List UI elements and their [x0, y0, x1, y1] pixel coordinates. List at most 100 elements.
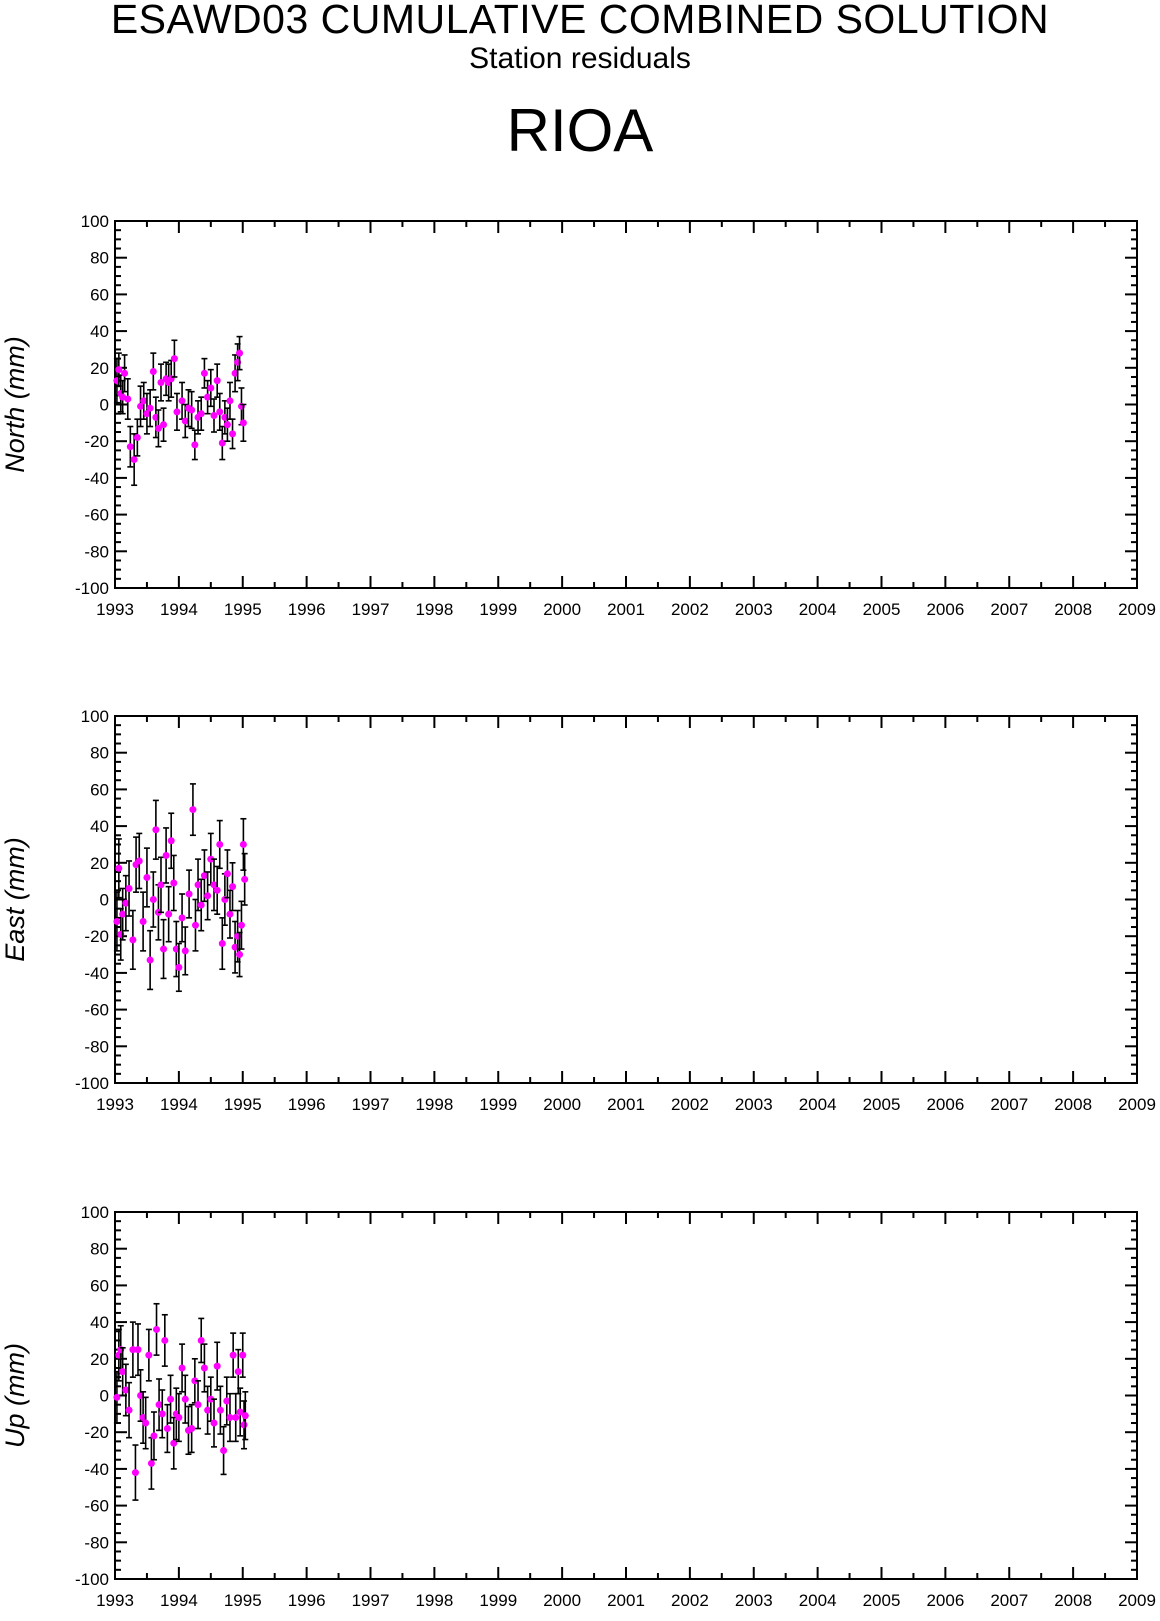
data-point	[131, 1469, 139, 1477]
data-point	[194, 881, 202, 889]
up-panel: 1993 1994 1995 1996 1997 1998 1999 2000 2001 2002…	[0, 1203, 1156, 1610]
data-point	[236, 951, 244, 959]
x-tick-label: 2007	[990, 1095, 1028, 1114]
data-point	[172, 945, 180, 953]
data-point	[216, 408, 224, 416]
y-tick-label: 20	[90, 854, 109, 873]
x-tick-label: 2002	[671, 1095, 709, 1114]
data-point	[175, 1414, 183, 1422]
data-point	[167, 837, 175, 845]
x-tick-label: 1999	[479, 1095, 517, 1114]
x-tick-label: 2004	[799, 1591, 837, 1610]
x-tick-label: 1999	[479, 1591, 517, 1610]
data-point	[124, 395, 132, 403]
x-tick-label: 2001	[607, 1591, 645, 1610]
data-point	[239, 1351, 247, 1359]
x-tick-label: 2009	[1118, 1095, 1156, 1114]
data-point	[146, 956, 154, 964]
x-tick-label: 1995	[224, 1591, 262, 1610]
data-point	[197, 901, 205, 909]
data-point	[207, 1395, 215, 1403]
data-point	[234, 1368, 242, 1376]
y-tick-label: 60	[90, 285, 109, 304]
data-point	[155, 1401, 163, 1409]
data-point	[204, 892, 212, 900]
data-point	[229, 883, 237, 891]
data-point	[221, 413, 229, 421]
y-tick-label: 40	[90, 1313, 109, 1332]
y-axis-label: East (mm)	[0, 837, 30, 962]
y-tick-label: 60	[90, 780, 109, 799]
data-point	[188, 1425, 196, 1433]
x-tick-label: 1997	[352, 600, 390, 619]
y-axis-label: Up (mm)	[0, 1343, 30, 1448]
y-tick-label: -20	[84, 927, 109, 946]
data-point	[130, 456, 138, 464]
data-point	[167, 1395, 175, 1403]
data-point	[173, 408, 181, 416]
y-tick-label: 0	[100, 891, 109, 910]
x-tick-label: 1999	[479, 600, 517, 619]
data-point	[143, 410, 151, 418]
y-tick-label: -40	[84, 469, 109, 488]
x-tick-label: 2006	[926, 1591, 964, 1610]
data-point	[157, 881, 165, 889]
data-point	[149, 896, 157, 903]
chart-subtitle: Station residuals	[469, 42, 691, 75]
data-point	[236, 1408, 244, 1416]
data-point	[170, 355, 178, 363]
data-point	[163, 1425, 171, 1433]
data-point	[218, 439, 226, 447]
data-point	[137, 1392, 145, 1399]
x-tick-label: 2006	[926, 1095, 964, 1114]
data-point	[115, 366, 123, 374]
x-tick-label: 2007	[990, 600, 1028, 619]
data-point	[119, 1368, 127, 1376]
y-tick-label: -80	[84, 542, 109, 561]
data-point	[125, 884, 133, 892]
y-tick-label: -80	[84, 1037, 109, 1056]
data-point	[241, 1412, 249, 1420]
y-tick-label: -100	[75, 1074, 109, 1093]
up-series	[113, 1302, 249, 1501]
y-tick-label: -60	[84, 506, 109, 525]
data-point	[162, 851, 170, 859]
x-tick-label: 1994	[160, 1095, 198, 1114]
data-point	[142, 1419, 150, 1427]
data-point	[152, 413, 160, 421]
data-point	[122, 1386, 130, 1394]
data-point	[231, 369, 239, 377]
x-tick-label: 1995	[224, 600, 262, 619]
data-point	[152, 826, 160, 834]
x-tick-label: 2007	[990, 1591, 1028, 1610]
y-tick-label: 60	[90, 1276, 109, 1295]
data-point	[139, 918, 147, 926]
data-point	[223, 870, 231, 878]
data-point	[185, 890, 193, 898]
north-panel: 1993 1994 1995 1996 1997 1998 1999 2000 2001 2002…	[0, 212, 1156, 619]
east-panel: 1993 1994 1995 1996 1997 1998 1999 2000 2001 2002…	[0, 707, 1156, 1114]
data-point	[178, 914, 186, 922]
data-point	[226, 910, 234, 918]
data-point	[191, 1377, 199, 1385]
y-tick-label: -100	[75, 1570, 109, 1589]
up-plot-frame	[114, 1211, 1138, 1580]
y-tick-label: 100	[81, 707, 109, 726]
x-tick-label: 2003	[735, 1591, 773, 1610]
data-point	[154, 424, 162, 432]
y-tick-label: 40	[90, 817, 109, 836]
data-point	[223, 1397, 231, 1405]
data-point	[150, 1432, 158, 1440]
y-tick-label: 80	[90, 744, 109, 763]
x-tick-label: 1994	[160, 1591, 198, 1610]
y-tick-label: -40	[84, 964, 109, 983]
data-point	[115, 864, 123, 872]
data-point	[237, 921, 245, 929]
data-point	[158, 1410, 166, 1418]
data-point	[147, 1459, 155, 1467]
data-point	[213, 377, 221, 385]
data-point	[178, 397, 186, 405]
data-point	[197, 1336, 205, 1344]
data-point	[181, 417, 189, 425]
x-tick-label: 2009	[1118, 1591, 1156, 1610]
